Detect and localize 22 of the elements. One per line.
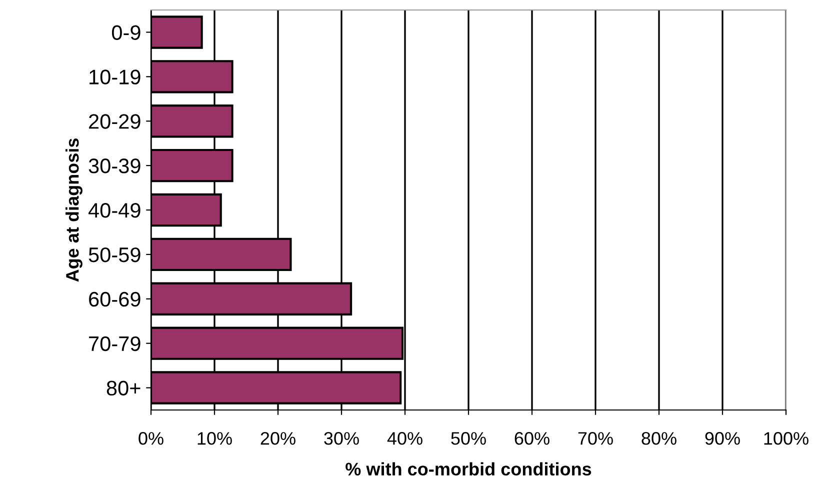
y-axis-title: Age at diagnosis bbox=[66, 138, 82, 282]
x-tick-label: 10% bbox=[198, 432, 232, 445]
x-tick-label: 0% bbox=[138, 432, 164, 445]
y-tick-label: 30-39 bbox=[88, 158, 140, 174]
y-tick-label: 0-9 bbox=[112, 25, 140, 40]
y-tick-label: 10-19 bbox=[90, 70, 140, 84]
x-tick-label: 70% bbox=[578, 432, 613, 445]
y-tick-label: 20-29 bbox=[89, 114, 140, 129]
x-tick-label: 90% bbox=[705, 432, 740, 445]
x-tick-label: 30% bbox=[324, 432, 359, 445]
x-tick-label: 80% bbox=[642, 432, 676, 445]
y-tick-label: 60-69 bbox=[89, 292, 140, 307]
y-tick-label: 70-79 bbox=[89, 336, 140, 352]
y-tick-label: 80+ bbox=[106, 380, 140, 396]
x-tick-label: 100% bbox=[764, 432, 808, 445]
x-tick-label: 40% bbox=[387, 432, 422, 445]
y-tick-label: 50-59 bbox=[88, 247, 140, 262]
x-axis-title: % with co-morbid conditions bbox=[346, 462, 592, 476]
x-tick-label: 20% bbox=[260, 432, 296, 445]
y-tick-label: 40-49 bbox=[88, 203, 140, 218]
x-tick-label: 50% bbox=[451, 432, 486, 445]
x-tick-label: 60% bbox=[514, 432, 550, 445]
